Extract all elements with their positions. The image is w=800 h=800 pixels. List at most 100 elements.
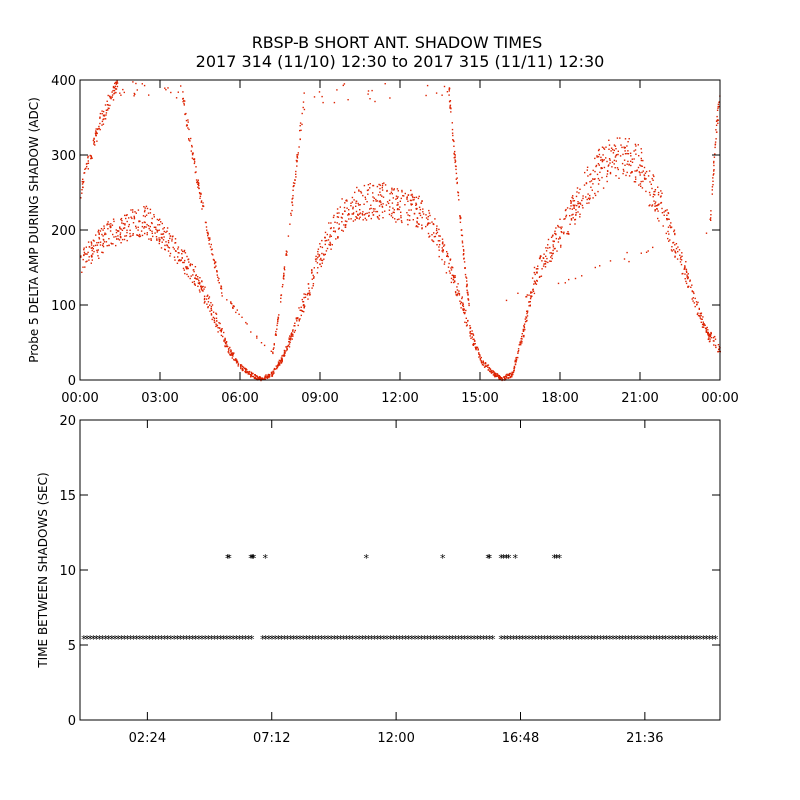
data-point	[84, 168, 86, 170]
data-point	[321, 259, 323, 261]
data-point: *	[224, 633, 230, 646]
data-point	[160, 233, 162, 235]
data-point	[513, 368, 515, 370]
data-point	[582, 195, 584, 197]
data-point	[170, 91, 172, 94]
data-point	[712, 177, 714, 179]
data-point	[165, 89, 167, 91]
data-point: *	[226, 552, 232, 565]
data-point	[425, 94, 427, 97]
data-point	[428, 209, 430, 212]
data-point	[634, 170, 636, 172]
data-point	[658, 203, 660, 205]
data-point	[138, 233, 141, 236]
data-point	[211, 304, 214, 306]
data-point	[173, 248, 175, 250]
data-point	[526, 310, 528, 312]
data-point	[626, 152, 628, 155]
data-point	[471, 330, 473, 332]
data-point	[550, 260, 552, 262]
data-point	[227, 351, 229, 353]
data-point	[520, 340, 522, 342]
data-point	[301, 112, 303, 115]
data-point	[241, 369, 243, 371]
data-point	[592, 178, 594, 180]
data-point	[483, 366, 486, 368]
data-point	[108, 223, 110, 225]
data-point	[452, 266, 454, 269]
y-tick-label: 0	[68, 374, 76, 389]
data-point	[396, 188, 399, 190]
data-point	[496, 373, 499, 375]
data-point	[145, 226, 147, 228]
data-point	[301, 123, 303, 126]
data-point	[190, 275, 192, 277]
data-point	[83, 180, 85, 183]
data-point	[358, 204, 360, 206]
chart-title-line-1: RBSP-B SHORT ANT. SHADOW TIMES	[252, 33, 543, 52]
data-point	[392, 197, 394, 199]
data-point	[410, 194, 412, 196]
data-point	[282, 354, 285, 356]
data-point	[102, 115, 105, 117]
data-point	[206, 231, 208, 234]
data-point	[289, 223, 291, 225]
data-point	[652, 174, 654, 176]
data-point	[524, 318, 526, 320]
data-point	[544, 266, 547, 268]
data-point	[83, 249, 85, 251]
data-point	[169, 255, 171, 257]
data-point	[681, 252, 683, 254]
data-point	[461, 296, 463, 298]
data-point	[459, 215, 461, 217]
data-point	[598, 148, 600, 151]
data-point	[708, 333, 711, 335]
data-point	[281, 357, 283, 359]
data-point	[283, 272, 285, 275]
data-point	[381, 206, 384, 208]
data-point	[278, 363, 281, 365]
data-point	[597, 190, 599, 193]
data-point	[135, 212, 137, 214]
data-point	[355, 210, 358, 213]
data-point	[507, 374, 509, 376]
data-point	[521, 342, 523, 344]
data-point	[126, 231, 128, 234]
data-point: *	[505, 633, 511, 646]
data-point	[628, 175, 631, 177]
data-point	[467, 293, 469, 295]
data-point	[495, 374, 497, 377]
y-tick-label: 20	[59, 414, 76, 429]
data-point	[95, 134, 97, 136]
data-point	[321, 246, 324, 249]
data-point	[407, 200, 409, 202]
data-point	[611, 166, 613, 168]
data-point	[628, 163, 630, 166]
data-point	[685, 270, 688, 272]
data-point	[94, 144, 96, 146]
data-point	[371, 211, 374, 214]
data-point	[399, 206, 401, 208]
data-point: *	[560, 633, 566, 646]
data-point	[302, 304, 305, 307]
data-point	[87, 168, 89, 170]
data-point	[476, 347, 478, 349]
data-point	[237, 363, 240, 366]
data-point	[289, 341, 291, 343]
data-point	[338, 223, 340, 225]
data-point	[178, 259, 180, 261]
data-point	[453, 140, 455, 143]
data-point	[528, 294, 530, 296]
data-point	[300, 129, 302, 131]
data-point	[710, 332, 712, 334]
data-point	[415, 202, 417, 204]
data-point	[246, 323, 248, 325]
data-point	[653, 175, 655, 178]
data-point	[597, 149, 600, 152]
data-point	[452, 279, 454, 281]
data-point: *	[364, 552, 370, 565]
data-point	[191, 152, 194, 154]
data-point	[196, 278, 198, 280]
data-point	[348, 209, 350, 211]
data-point	[468, 302, 470, 305]
